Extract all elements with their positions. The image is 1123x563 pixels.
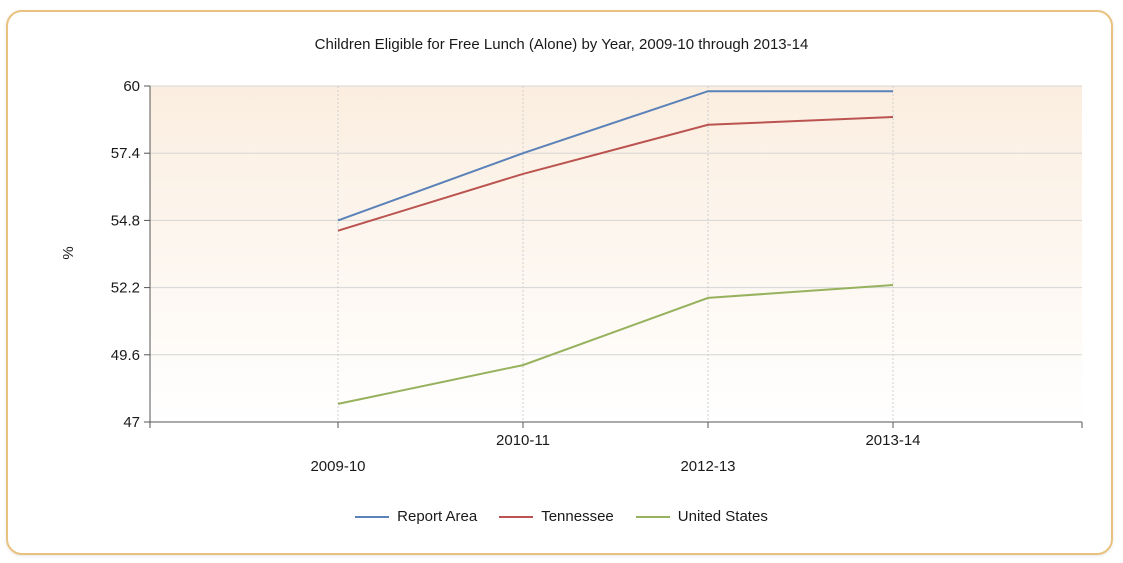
- y-tick-label: 54.8: [111, 212, 140, 229]
- legend: Report Area Tennessee United States: [0, 508, 1123, 525]
- legend-swatch: [499, 515, 534, 518]
- series-line-report-area: [337, 90, 893, 222]
- y-tick-label: 47: [123, 414, 140, 431]
- legend-swatch: [355, 515, 390, 518]
- plot-area: [150, 86, 1082, 422]
- series-line-tennessee: [337, 116, 894, 232]
- y-tick-label: 60: [123, 78, 140, 95]
- x-tick-label: 2013-14: [865, 432, 920, 449]
- y-axis-label: %: [60, 246, 77, 259]
- series-lines: [337, 90, 894, 405]
- legend-item: Tennessee: [499, 508, 614, 525]
- x-tick-label: 2012-13: [680, 458, 735, 475]
- legend-label: Report Area: [397, 508, 478, 525]
- legend-item: United States: [635, 508, 768, 525]
- axes: 47 49.6 52.2 54.8 57.4 60 2009-10 2010-11 2012-1…: [111, 78, 1083, 475]
- chart-title: Children Eligible for Free Lunch (Alone)…: [314, 36, 809, 53]
- legend-label: United States: [677, 508, 768, 525]
- x-tick-label: 2010-11: [496, 432, 550, 449]
- y-tick-label: 52.2: [111, 280, 140, 297]
- legend-swatch: [635, 515, 670, 518]
- series-line-united-states: [337, 284, 894, 405]
- x-tick-label: 2009-10: [310, 458, 365, 475]
- legend-item: Report Area: [355, 508, 477, 525]
- y-tick-label: 57.4: [111, 145, 140, 162]
- y-tick-label: 49.6: [111, 347, 140, 364]
- legend-label: Tennessee: [541, 508, 614, 525]
